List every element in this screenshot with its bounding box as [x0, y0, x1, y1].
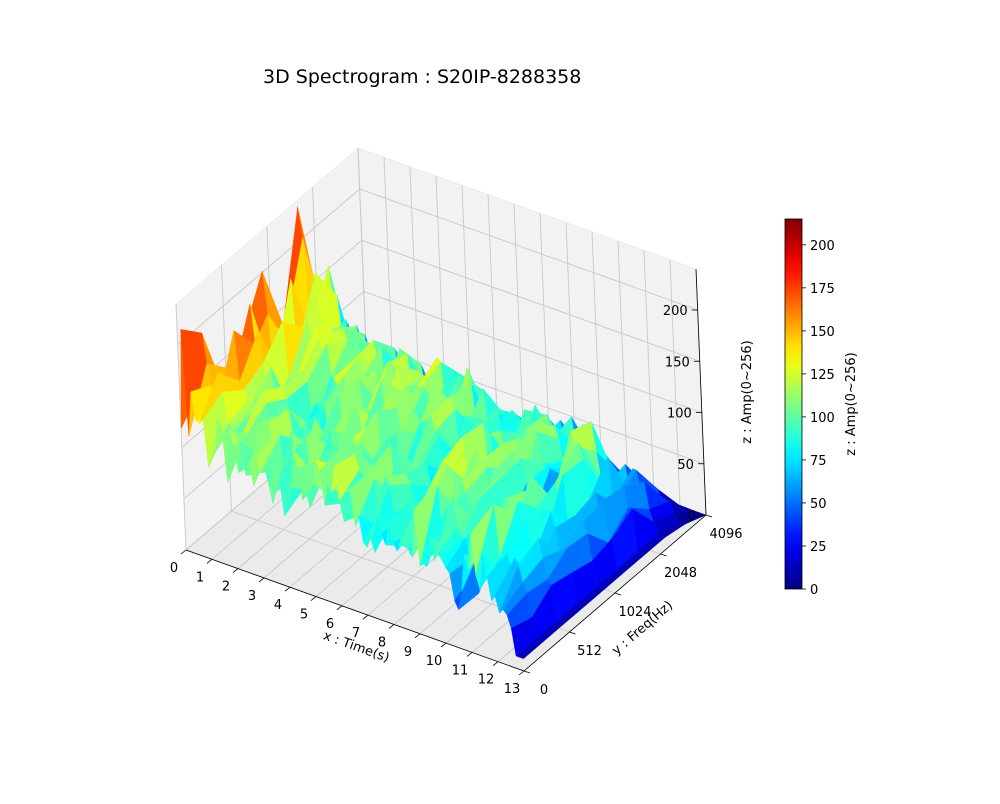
z-gridline [177, 188, 698, 346]
z-tick-label: 200 [663, 304, 688, 319]
x-tick-mark [518, 670, 525, 676]
x-tick-label: 13 [504, 682, 521, 697]
colorbar [784, 218, 803, 590]
colorbar-tick-label: 50 [810, 497, 827, 512]
z-tick-label: 100 [667, 407, 692, 422]
y-tick-label: 512 [577, 644, 602, 659]
x-tick-label: 6 [326, 617, 334, 632]
x-tick-label: 1 [196, 570, 204, 585]
x-tick-mark [258, 577, 265, 583]
colorbar-tick-label: 150 [810, 325, 835, 340]
colorbar-tick-label: 100 [810, 411, 835, 426]
x-tick-mark [414, 633, 421, 639]
x-tick-label: 8 [378, 635, 386, 650]
x-tick-mark [492, 661, 499, 667]
colorbar-tick-label: 175 [810, 282, 835, 297]
x-tick-label: 12 [478, 673, 495, 688]
x-tick-mark [466, 652, 473, 657]
y-tick-label: 1024 [618, 605, 651, 620]
y-tick-label: 2048 [664, 566, 697, 581]
y-tick-mark [569, 631, 576, 635]
x-tick-label: 0 [170, 561, 178, 576]
colorbar-tick-label: 25 [810, 540, 827, 555]
x-tick-mark [362, 614, 369, 620]
x-tick-label: 4 [274, 598, 282, 613]
x-tick-mark [336, 605, 343, 611]
z-axis-label: z : Amp(0~256) [740, 340, 755, 443]
z-tick-label: 0 [688, 509, 696, 524]
y-tick-label: 4096 [709, 527, 742, 542]
x-tick-label: 11 [452, 663, 469, 678]
colorbar-label: z : Amp(0~256) [844, 352, 859, 455]
y-tick-mark [523, 670, 531, 674]
y-tick-mark [614, 592, 622, 596]
colorbar-tick-label: 200 [810, 239, 835, 254]
x-tick-mark [310, 596, 317, 601]
colorbar-tick-label: 75 [810, 454, 827, 469]
x-tick-label: 3 [248, 589, 256, 604]
x-tick-label: 10 [426, 654, 443, 669]
x-tick-mark [206, 558, 213, 564]
x-tick-label: 9 [404, 645, 412, 660]
surface-patch [519, 639, 544, 659]
x-tick-label: 7 [352, 626, 360, 641]
y-tick-mark [705, 514, 713, 518]
x-tick-mark [388, 624, 395, 629]
x-tick-mark [284, 586, 291, 592]
x-tick-label: 2 [222, 580, 230, 595]
z-tick-label: 150 [665, 355, 690, 370]
colorbar-tick-label: 125 [810, 368, 835, 383]
z-tick-label: 50 [677, 458, 694, 473]
surface-plot [180, 206, 707, 659]
colorbar-tick-label: 0 [810, 583, 818, 598]
y-tick-mark [660, 553, 667, 557]
x-tick-mark [440, 642, 447, 648]
y-tick-label: 0 [540, 683, 548, 698]
x-tick-label: 5 [300, 608, 308, 623]
x-axis-line [185, 549, 525, 672]
chart-title: 3D Spectrogram : S20IP-8288358 [263, 66, 582, 88]
x-tick-mark [232, 568, 239, 573]
x-tick-mark [180, 549, 187, 555]
